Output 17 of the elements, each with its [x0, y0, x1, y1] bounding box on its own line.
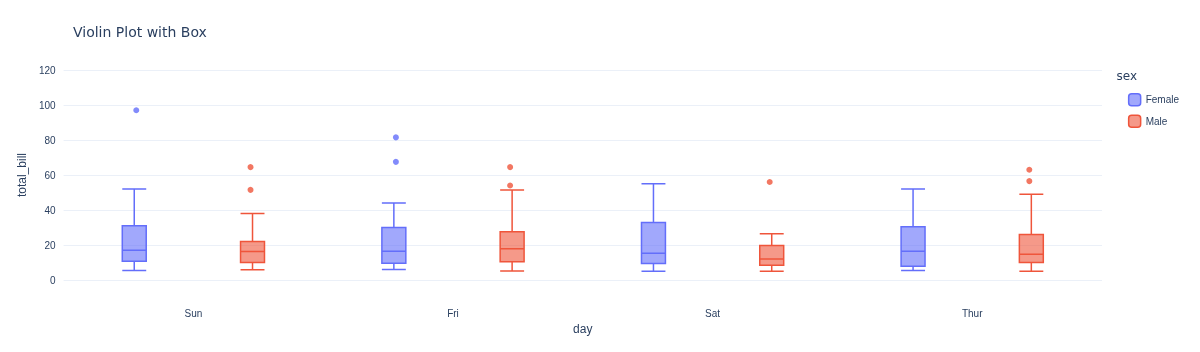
x-tick-label: Sat: [705, 307, 721, 319]
y-tick-label: 120: [38, 64, 57, 76]
y-axis-title: total_bill: [15, 152, 29, 198]
legend-label: Female: [1145, 94, 1180, 106]
y-tick-label: 40: [44, 204, 57, 216]
chart-title: Violin Plot with Box: [73, 24, 207, 40]
legend-title: sex: [1116, 69, 1138, 83]
y-tick-label: 20: [44, 239, 57, 251]
y-tick-label: 60: [44, 169, 57, 181]
y-tick-label: 100: [38, 99, 57, 111]
x-tick-label: Thur: [961, 307, 984, 319]
y-tick-label: 0: [50, 274, 57, 286]
x-tick-label: Sun: [184, 307, 203, 319]
legend-label: Male: [1145, 115, 1168, 127]
x-axis-title: day: [573, 321, 593, 336]
x-tick-label: Fri: [447, 307, 459, 319]
y-tick-label: 80: [44, 134, 57, 146]
